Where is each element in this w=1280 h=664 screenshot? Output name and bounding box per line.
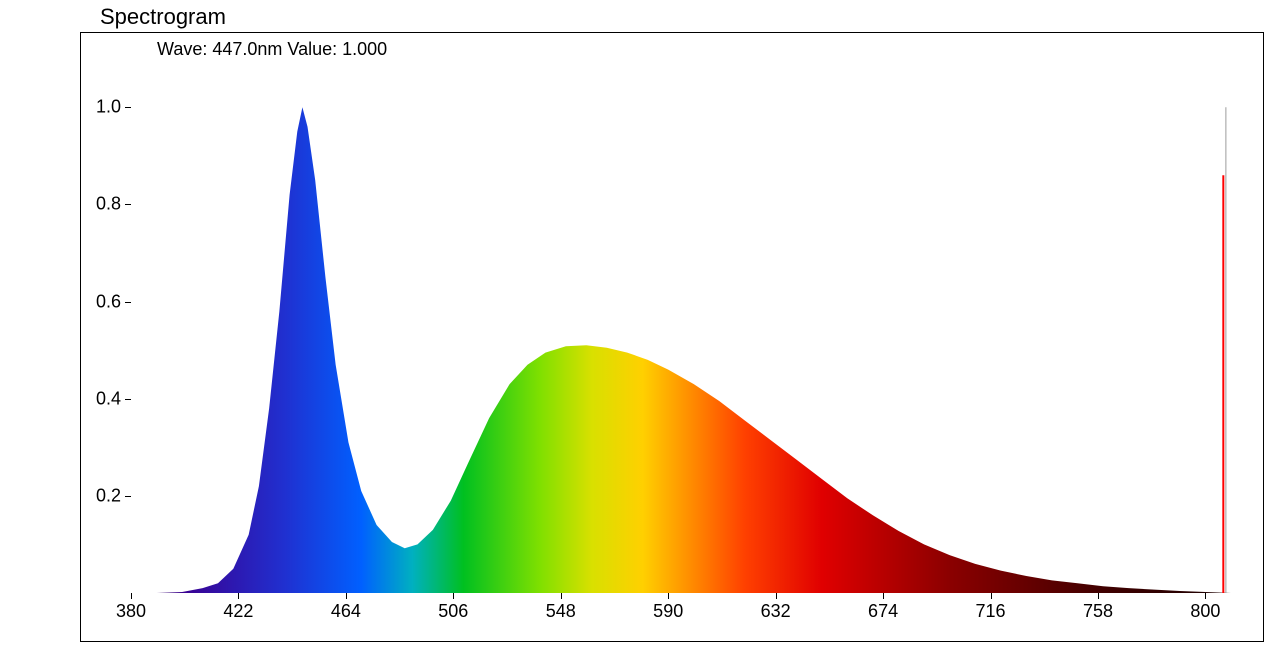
x-tick-mark bbox=[453, 593, 454, 599]
readout-wave: 447.0 bbox=[212, 39, 257, 59]
spectrum-area bbox=[131, 107, 1231, 593]
x-tick-label: 548 bbox=[546, 601, 576, 622]
y-tick-mark bbox=[125, 399, 131, 400]
x-tick-label: 380 bbox=[116, 601, 146, 622]
x-tick-label: 758 bbox=[1083, 601, 1113, 622]
x-tick-mark bbox=[131, 593, 132, 599]
spectrum-svg bbox=[131, 83, 1231, 593]
y-tick-label: 1.0 bbox=[96, 97, 121, 118]
y-tick-label: 0.4 bbox=[96, 388, 121, 409]
x-tick-label: 506 bbox=[438, 601, 468, 622]
x-tick-label: 590 bbox=[653, 601, 683, 622]
spectrogram-chart: Spectrogram Wave: 447.0nm Value: 1.000 0… bbox=[80, 4, 1264, 644]
y-tick-mark bbox=[125, 302, 131, 303]
x-tick-label: 800 bbox=[1190, 601, 1220, 622]
y-tick-mark bbox=[125, 496, 131, 497]
x-tick-mark bbox=[346, 593, 347, 599]
chart-title: Spectrogram bbox=[100, 4, 226, 30]
cursor-readout: Wave: 447.0nm Value: 1.000 bbox=[157, 39, 387, 60]
x-tick-label: 716 bbox=[976, 601, 1006, 622]
x-tick-mark bbox=[776, 593, 777, 599]
x-tick-mark bbox=[238, 593, 239, 599]
x-tick-mark bbox=[668, 593, 669, 599]
x-tick-mark bbox=[561, 593, 562, 599]
x-tick-mark bbox=[1205, 593, 1206, 599]
x-tick-mark bbox=[1098, 593, 1099, 599]
y-tick-mark bbox=[125, 204, 131, 205]
y-tick-label: 0.2 bbox=[96, 485, 121, 506]
y-tick-label: 0.6 bbox=[96, 291, 121, 312]
readout-value: 1.000 bbox=[342, 39, 387, 59]
x-tick-label: 464 bbox=[331, 601, 361, 622]
x-tick-label: 422 bbox=[223, 601, 253, 622]
x-tick-label: 674 bbox=[868, 601, 898, 622]
x-tick-mark bbox=[991, 593, 992, 599]
x-tick-label: 632 bbox=[761, 601, 791, 622]
x-tick-mark bbox=[883, 593, 884, 599]
y-tick-mark bbox=[125, 107, 131, 108]
y-tick-label: 0.8 bbox=[96, 194, 121, 215]
plot-area[interactable]: 0.20.40.60.81.03804224645065485906326747… bbox=[131, 83, 1231, 593]
chart-frame: Wave: 447.0nm Value: 1.000 0.20.40.60.81… bbox=[80, 32, 1264, 642]
